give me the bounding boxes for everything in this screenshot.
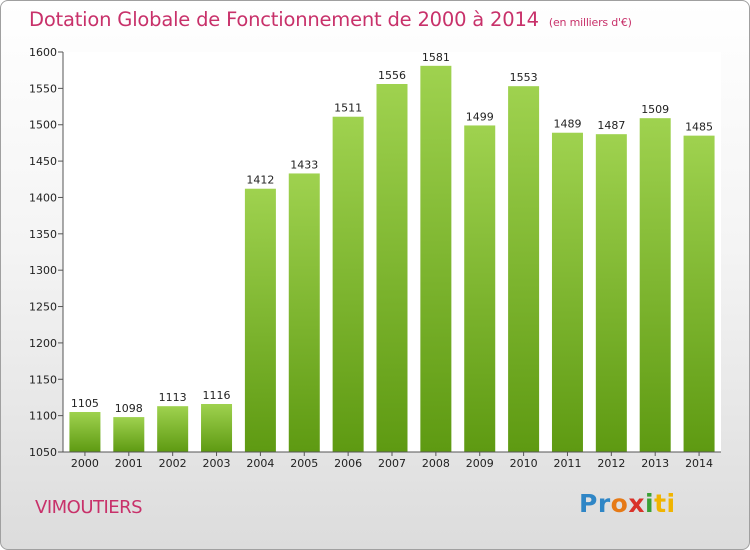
data-label-2014: 1485 <box>685 121 713 134</box>
x-tick-label-2011: 2011 <box>553 457 581 470</box>
x-tick-label-2009: 2009 <box>466 457 494 470</box>
y-tick-label: 1500 <box>29 119 57 132</box>
y-tick-label: 1400 <box>29 191 57 204</box>
chart-title: Dotation Globale de Fonctionnement de 20… <box>29 8 632 31</box>
logo-part: i <box>644 489 655 518</box>
x-tick-label-2007: 2007 <box>378 457 406 470</box>
data-label-2007: 1556 <box>378 69 406 82</box>
x-tick-label-2014: 2014 <box>685 457 713 470</box>
y-tick-label: 1300 <box>29 264 57 277</box>
bar-2007[interactable] <box>376 84 408 452</box>
y-tick-label: 1550 <box>29 82 57 95</box>
proxiti-logo[interactable]: Proxiti <box>579 489 676 518</box>
x-tick-label-2006: 2006 <box>334 457 362 470</box>
commune-name: VIMOUTIERS <box>35 497 143 518</box>
bar-2014[interactable] <box>683 135 715 453</box>
logo-part: Pr <box>579 489 611 518</box>
y-tick-label: 1250 <box>29 301 57 314</box>
x-tick-label-2008: 2008 <box>422 457 450 470</box>
y-tick-label: 1200 <box>29 337 57 350</box>
bars-group: 1105 1098 1113 1116 1412 1433 1511 1556 1581 1499… <box>69 51 715 453</box>
y-tick-label: 1350 <box>29 228 57 241</box>
bar-2011[interactable] <box>551 132 583 452</box>
bar-2008[interactable] <box>420 65 452 453</box>
x-tick-label-2005: 2005 <box>290 457 318 470</box>
data-label-2002: 1113 <box>159 391 187 404</box>
data-label-2004: 1412 <box>246 174 274 187</box>
logo-part: ti <box>654 489 676 518</box>
data-label-2005: 1433 <box>290 158 318 171</box>
chart-subtitle: (en milliers d'€) <box>548 16 632 29</box>
bar-2001[interactable] <box>113 417 145 452</box>
bar-2005[interactable] <box>288 173 320 453</box>
data-label-2000: 1105 <box>71 397 99 410</box>
title-text: Dotation Globale de Fonctionnement de 20… <box>29 8 539 31</box>
data-label-2001: 1098 <box>115 402 143 415</box>
x-tick-label-2012: 2012 <box>597 457 625 470</box>
y-tick-label: 1450 <box>29 155 57 168</box>
x-tick-label-2003: 2003 <box>203 457 231 470</box>
x-tick-label-2001: 2001 <box>115 457 143 470</box>
y-tick-label: 1600 <box>29 46 57 59</box>
bar-2003[interactable] <box>201 404 233 452</box>
x-tick-label-2004: 2004 <box>246 457 274 470</box>
x-tick-label-2000: 2000 <box>71 457 99 470</box>
data-label-2008: 1581 <box>422 51 450 64</box>
y-tick-label: 1050 <box>29 446 57 459</box>
data-label-2006: 1511 <box>334 102 362 115</box>
data-label-2013: 1509 <box>641 103 669 116</box>
logo-part: x <box>628 489 645 518</box>
data-label-2010: 1553 <box>510 71 538 84</box>
x-tick-label-2010: 2010 <box>510 457 538 470</box>
y-tick-label: 1100 <box>29 410 57 423</box>
data-label-2009: 1499 <box>466 110 494 123</box>
y-axis: 1050 1100 1150 1200 1250 1300 1350 1400 1450 1500… <box>29 46 64 459</box>
x-tick-label-2013: 2013 <box>641 457 669 470</box>
bar-2002[interactable] <box>157 406 189 452</box>
bar-2012[interactable] <box>595 134 627 452</box>
bar-2009[interactable] <box>464 125 496 453</box>
bar-2006[interactable] <box>332 116 364 453</box>
x-axis: 2000 2001 2002 2003 2004 2005 2006 2007 2008 2009… <box>63 451 721 470</box>
bar-2000[interactable] <box>69 412 101 452</box>
y-tick-label: 1150 <box>29 373 57 386</box>
data-label-2003: 1116 <box>203 389 231 402</box>
bar-2010[interactable] <box>508 86 540 452</box>
bar-2013[interactable] <box>639 118 671 452</box>
x-tick-label-2002: 2002 <box>159 457 187 470</box>
data-label-2011: 1489 <box>553 118 581 131</box>
data-label-2012: 1487 <box>597 119 625 132</box>
bar-2004[interactable] <box>244 188 276 452</box>
logo-part: o <box>610 489 629 518</box>
